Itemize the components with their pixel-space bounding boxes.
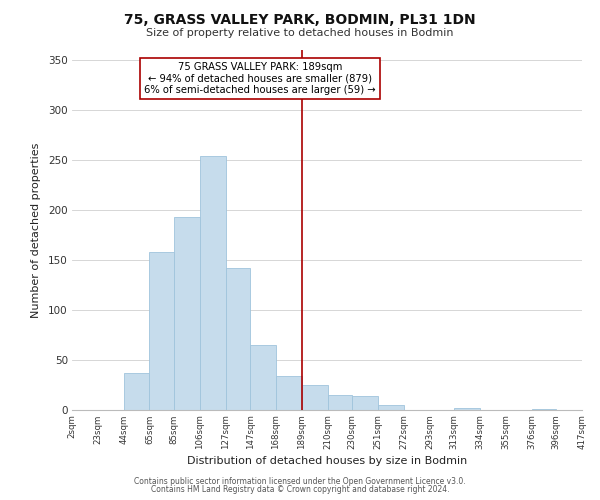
Bar [226, 268, 250, 410]
Bar [454, 408, 480, 410]
Bar [200, 156, 226, 410]
Text: Contains public sector information licensed under the Open Government Licence v3: Contains public sector information licen… [134, 477, 466, 486]
Bar [532, 409, 556, 410]
Y-axis label: Number of detached properties: Number of detached properties [31, 142, 41, 318]
Text: 75 GRASS VALLEY PARK: 189sqm
← 94% of detached houses are smaller (879)
6% of se: 75 GRASS VALLEY PARK: 189sqm ← 94% of de… [144, 62, 376, 95]
Bar [302, 385, 328, 410]
Text: Size of property relative to detached houses in Bodmin: Size of property relative to detached ho… [146, 28, 454, 38]
Bar [352, 396, 378, 410]
Bar [328, 395, 352, 410]
Bar [276, 376, 302, 410]
Bar [378, 405, 404, 410]
Bar [124, 373, 149, 410]
Bar [174, 217, 200, 410]
X-axis label: Distribution of detached houses by size in Bodmin: Distribution of detached houses by size … [187, 456, 467, 466]
Text: Contains HM Land Registry data © Crown copyright and database right 2024.: Contains HM Land Registry data © Crown c… [151, 484, 449, 494]
Bar [250, 345, 276, 410]
Bar [149, 252, 174, 410]
Text: 75, GRASS VALLEY PARK, BODMIN, PL31 1DN: 75, GRASS VALLEY PARK, BODMIN, PL31 1DN [124, 12, 476, 26]
